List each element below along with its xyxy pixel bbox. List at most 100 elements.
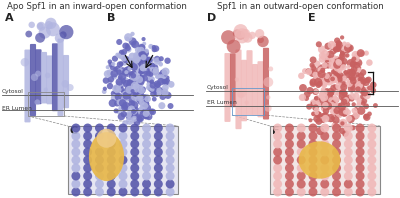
Circle shape <box>156 88 162 94</box>
Circle shape <box>142 100 149 107</box>
Circle shape <box>340 51 345 55</box>
Circle shape <box>320 188 329 196</box>
Circle shape <box>268 67 273 71</box>
Circle shape <box>356 131 364 140</box>
Text: B: B <box>107 13 115 23</box>
Circle shape <box>322 102 329 109</box>
Circle shape <box>324 73 330 79</box>
Circle shape <box>332 122 339 130</box>
Circle shape <box>354 65 360 71</box>
Circle shape <box>350 66 358 73</box>
Circle shape <box>330 116 334 120</box>
Circle shape <box>354 59 362 67</box>
Circle shape <box>352 113 359 120</box>
Circle shape <box>153 67 159 73</box>
Circle shape <box>343 70 348 75</box>
Circle shape <box>72 140 80 148</box>
Circle shape <box>31 74 38 81</box>
Circle shape <box>134 107 138 112</box>
Circle shape <box>237 88 246 98</box>
Circle shape <box>142 148 151 156</box>
Circle shape <box>166 188 174 196</box>
Circle shape <box>363 114 369 119</box>
Circle shape <box>363 103 369 109</box>
Circle shape <box>337 57 343 62</box>
Circle shape <box>118 75 123 80</box>
Circle shape <box>166 140 174 148</box>
Circle shape <box>95 140 104 148</box>
Circle shape <box>128 53 136 60</box>
Circle shape <box>310 63 314 68</box>
Circle shape <box>324 88 329 93</box>
Circle shape <box>308 131 318 140</box>
FancyBboxPatch shape <box>46 55 52 104</box>
Circle shape <box>335 56 340 61</box>
Circle shape <box>138 60 144 67</box>
Circle shape <box>341 99 347 105</box>
Circle shape <box>285 164 294 172</box>
Circle shape <box>340 64 347 70</box>
Circle shape <box>273 140 282 148</box>
Circle shape <box>285 171 294 180</box>
Circle shape <box>45 18 56 29</box>
Circle shape <box>348 85 356 92</box>
Bar <box>232 88 264 115</box>
Circle shape <box>336 40 342 46</box>
Circle shape <box>118 188 128 196</box>
Circle shape <box>328 59 332 63</box>
Circle shape <box>336 98 340 102</box>
Circle shape <box>95 148 104 156</box>
Circle shape <box>358 78 366 87</box>
Circle shape <box>107 83 113 89</box>
Circle shape <box>344 46 350 52</box>
Circle shape <box>367 148 376 156</box>
Circle shape <box>344 164 353 172</box>
Circle shape <box>146 85 151 90</box>
Circle shape <box>113 90 119 95</box>
Circle shape <box>142 164 151 172</box>
Circle shape <box>360 94 366 99</box>
Circle shape <box>332 180 341 188</box>
Circle shape <box>134 59 139 64</box>
Circle shape <box>116 80 122 87</box>
Circle shape <box>150 67 155 72</box>
Circle shape <box>95 180 104 188</box>
Circle shape <box>137 98 141 102</box>
Circle shape <box>130 155 139 165</box>
Circle shape <box>138 107 145 114</box>
Circle shape <box>159 72 167 80</box>
Circle shape <box>322 115 329 122</box>
Circle shape <box>124 67 129 72</box>
Circle shape <box>72 155 80 165</box>
Circle shape <box>324 102 332 110</box>
Circle shape <box>324 43 332 50</box>
Circle shape <box>121 104 128 111</box>
Circle shape <box>367 140 376 148</box>
Circle shape <box>117 61 123 68</box>
Circle shape <box>336 46 342 52</box>
Circle shape <box>318 67 324 74</box>
Circle shape <box>162 84 169 91</box>
Circle shape <box>139 100 145 105</box>
Circle shape <box>321 94 328 101</box>
Circle shape <box>350 86 354 90</box>
Circle shape <box>319 56 325 63</box>
Circle shape <box>116 82 122 88</box>
Circle shape <box>108 62 114 67</box>
Circle shape <box>136 54 141 59</box>
Circle shape <box>117 70 123 77</box>
Circle shape <box>130 32 135 36</box>
Circle shape <box>135 87 143 94</box>
Circle shape <box>139 74 144 79</box>
Circle shape <box>116 69 122 75</box>
Circle shape <box>356 180 364 188</box>
Circle shape <box>336 89 344 97</box>
Circle shape <box>346 80 353 87</box>
Circle shape <box>273 180 282 188</box>
Circle shape <box>285 188 294 196</box>
Circle shape <box>342 75 347 80</box>
Circle shape <box>308 148 318 156</box>
Circle shape <box>339 128 345 134</box>
Circle shape <box>95 188 104 196</box>
Circle shape <box>342 41 346 46</box>
